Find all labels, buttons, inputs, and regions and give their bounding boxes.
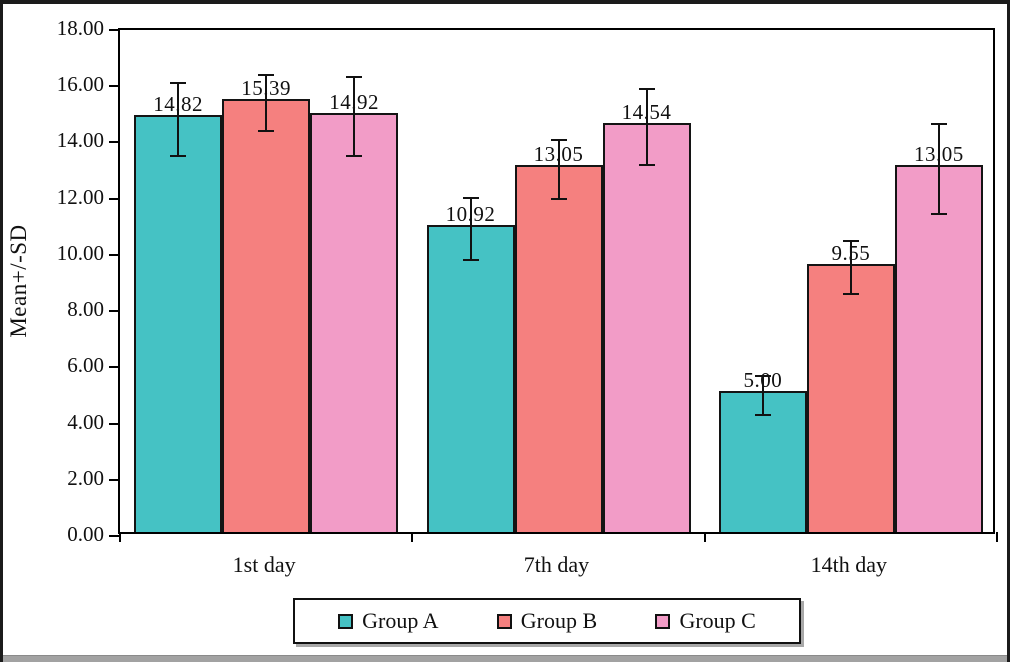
bar-group-a-7th-day <box>426 225 515 532</box>
legend-swatch-group-b <box>496 613 512 629</box>
y-axis-tick <box>109 253 120 256</box>
x-axis-tick <box>704 532 706 542</box>
y-axis-tick-label: 4.00 <box>67 409 104 434</box>
y-axis-tick <box>109 141 120 144</box>
bar-group-c-7th-day <box>602 123 691 532</box>
error-bar-cap <box>462 258 479 261</box>
error-bar-group-b-14th-day <box>849 240 852 295</box>
bar-group-b-1st-day <box>222 99 311 532</box>
error-bar-group-b-7th-day <box>557 139 560 199</box>
y-axis-tick <box>109 535 120 537</box>
error-bar-cap <box>754 414 771 417</box>
error-bar-cap <box>842 293 859 296</box>
legend-entry-group-c: Group C <box>655 608 756 634</box>
bottom-gray-strip <box>3 655 1007 662</box>
y-axis-tick <box>109 366 120 369</box>
error-bar-cap <box>842 239 859 242</box>
error-bar-group-c-1st-day <box>353 77 356 156</box>
error-bar-cap <box>550 138 567 141</box>
error-bar-cap <box>170 81 187 84</box>
error-bar-cap <box>170 154 187 157</box>
error-bar-cap <box>638 164 655 167</box>
y-axis-tick-label: 0.00 <box>67 522 104 546</box>
y-axis-tick-label: 14.00 <box>56 128 104 153</box>
y-axis-tick-label: 6.00 <box>67 353 104 378</box>
legend-label: Group B <box>520 608 598 633</box>
error-bar-group-a-1st-day <box>177 82 180 156</box>
error-bar-cap <box>550 197 567 200</box>
error-bar-cap <box>346 154 363 157</box>
x-axis-label-1st-day: 1st day <box>232 552 296 577</box>
x-axis-tick <box>996 532 998 542</box>
legend-swatch-group-a <box>338 613 354 629</box>
error-bar-group-b-1st-day <box>265 75 268 132</box>
y-axis-tick <box>109 29 120 31</box>
legend-entry-group-b: Group B <box>496 608 598 634</box>
y-axis-tick-label: 16.00 <box>56 72 104 97</box>
y-axis-tick-label: 18.00 <box>56 16 104 40</box>
y-axis-tick <box>109 422 120 425</box>
error-bar-cap <box>462 197 479 200</box>
error-bar-cap <box>258 130 275 133</box>
y-axis-tick-label: 8.00 <box>67 297 104 322</box>
x-axis-tick <box>119 532 121 542</box>
legend-label: Group A <box>362 608 439 633</box>
error-bar-group-c-7th-day <box>645 89 648 166</box>
error-bar-cap <box>754 374 771 377</box>
bar-group-c-1st-day <box>310 112 399 532</box>
x-axis-label-7th-day: 7th day <box>523 552 590 577</box>
bar-group-b-14th-day <box>806 263 895 532</box>
y-axis-tick-label: 12.00 <box>56 184 104 209</box>
error-bar-cap <box>346 76 363 79</box>
y-axis-tick <box>109 310 120 313</box>
y-axis-tick-label: 10.00 <box>56 240 104 265</box>
bar-group-a-1st-day <box>134 115 223 532</box>
x-axis-tick <box>411 532 413 542</box>
error-bar-cap <box>930 123 947 126</box>
legend: Group A Group B Group C <box>293 598 801 644</box>
y-axis-tick <box>109 197 120 200</box>
error-bar-group-a-14th-day <box>761 375 764 416</box>
plot-area: 14.8215.3914.9210.9213.0514.545.009.5513… <box>109 28 998 542</box>
error-bar-cap <box>638 88 655 91</box>
error-bar-cap <box>930 213 947 216</box>
legend-entry-group-a: Group A <box>338 608 439 634</box>
error-bar-cap <box>258 74 275 77</box>
y-axis-tick <box>109 85 120 88</box>
error-bar-group-c-14th-day <box>937 124 940 215</box>
legend-swatch-group-c <box>655 613 671 629</box>
x-axis-label-14th-day: 14th day <box>810 552 888 577</box>
error-bar-group-a-7th-day <box>469 198 472 260</box>
y-axis-tick <box>109 478 120 481</box>
legend-label: Group C <box>679 608 756 633</box>
bar-group-c-14th-day <box>894 165 983 532</box>
y-axis-tick-label: 2.00 <box>67 465 104 490</box>
